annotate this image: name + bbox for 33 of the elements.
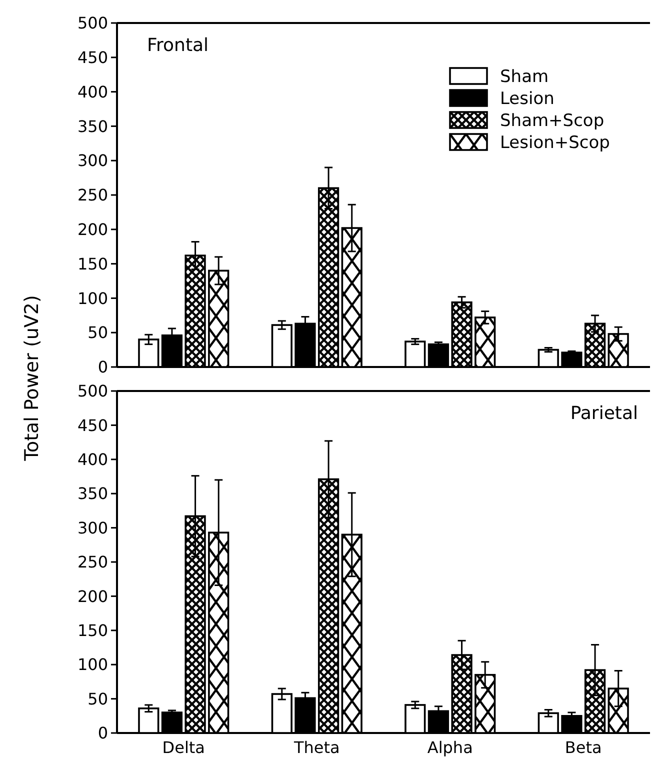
x-tick-label: Beta — [564, 738, 602, 757]
text: Parietal — [570, 403, 638, 424]
legend-label: Sham+Scop — [500, 110, 604, 131]
y-tick-label: 500 — [77, 382, 108, 401]
y-tick-label: 400 — [77, 82, 108, 102]
y-axis-title: Total Power (uV2) — [21, 295, 43, 462]
y-tick-label: 300 — [77, 151, 108, 170]
legend-label: Sham — [500, 66, 549, 87]
y-tick-label: 150 — [77, 254, 108, 274]
y-tick-label: 500 — [77, 14, 108, 33]
y-tick-label: 50 — [88, 323, 108, 342]
y-tick-label: 200 — [77, 586, 108, 606]
y-tick-label: 100 — [77, 655, 108, 674]
y-tick-label: 450 — [77, 48, 108, 67]
y-tick-label: 100 — [77, 288, 108, 308]
x-tick-label: Alpha — [427, 738, 473, 757]
text: Frontal — [147, 35, 209, 56]
y-tick-label: 250 — [77, 552, 108, 572]
y-tick-label: 400 — [77, 450, 108, 469]
y-tick-label: 350 — [77, 484, 108, 504]
y-tick-label: 450 — [77, 416, 108, 435]
x-tick-label: Delta — [162, 738, 205, 757]
y-tick-label: 150 — [77, 621, 108, 640]
y-tick-label: 350 — [77, 116, 108, 136]
x-tick-label: Theta — [292, 738, 340, 757]
legend-label: Lesion+Scop — [500, 132, 610, 153]
y-tick-label: 300 — [77, 518, 108, 538]
y-tick-label: 0 — [98, 358, 108, 377]
y-tick-label: 0 — [98, 724, 108, 743]
y-tick-label: 200 — [77, 220, 108, 239]
y-tick-label: 50 — [88, 689, 108, 708]
legend-label: Lesion — [500, 88, 554, 109]
y-tick-label: 250 — [77, 186, 108, 205]
